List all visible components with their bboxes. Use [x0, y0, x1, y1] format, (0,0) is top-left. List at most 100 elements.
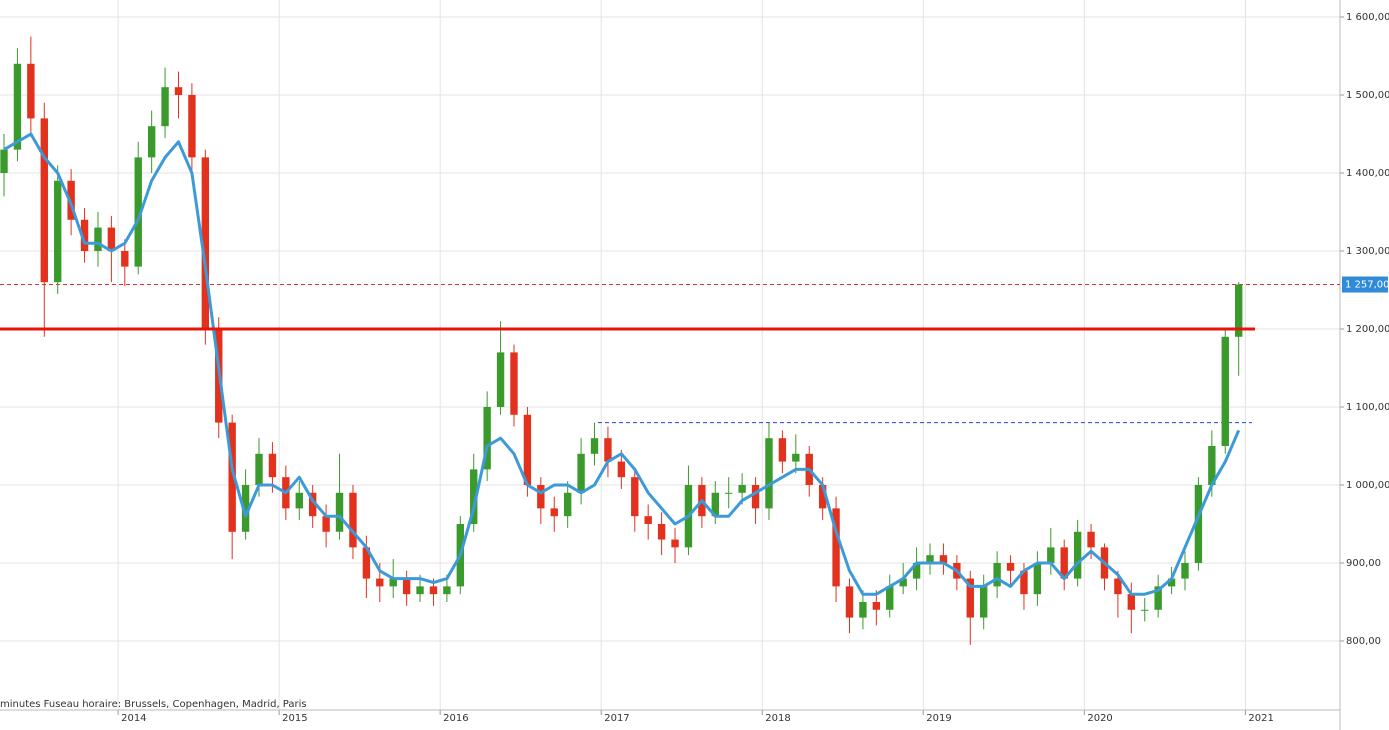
candle-body — [1060, 547, 1068, 579]
candle-body — [470, 469, 478, 524]
candle-body — [577, 453, 585, 493]
candle-body — [94, 227, 102, 251]
candle-body — [657, 523, 666, 540]
candle-body — [1073, 531, 1082, 579]
candle-body — [416, 586, 424, 595]
candle-body — [886, 586, 894, 610]
candle-body — [550, 508, 558, 517]
candle-body — [1127, 594, 1136, 610]
y-tick-label: 900,00 — [1346, 558, 1381, 569]
candle-body — [1047, 547, 1055, 563]
last-price-badge — [1342, 276, 1388, 293]
candle-body — [966, 578, 974, 618]
last-price-label: 1 257,00 — [1345, 280, 1389, 291]
y-tick-label: 1 600,00 — [1346, 12, 1389, 23]
candle-body — [1154, 586, 1162, 610]
candle-body — [738, 484, 746, 493]
candle-body — [389, 578, 397, 587]
candle-body — [590, 438, 599, 454]
candle-body — [751, 484, 760, 509]
candle-body — [201, 157, 210, 329]
y-tick-label: 1 300,00 — [1346, 246, 1389, 257]
candle-body — [631, 477, 639, 517]
candle-body — [54, 180, 62, 283]
candle-body — [228, 422, 236, 532]
candle-body — [1194, 484, 1203, 563]
candle-body — [537, 484, 545, 509]
candle-body — [255, 453, 263, 485]
candle-body — [496, 352, 505, 407]
candle-body — [308, 492, 317, 517]
candle-body — [349, 492, 357, 548]
candle-body — [792, 453, 800, 462]
x-tick-label: 2014 — [121, 713, 146, 724]
y-tick-label: 1 400,00 — [1346, 168, 1389, 179]
x-tick-label: 2016 — [443, 713, 468, 724]
candle-body — [134, 157, 142, 267]
candle-body — [107, 227, 116, 251]
candle-body — [912, 562, 921, 579]
x-tick-label: 2021 — [1248, 713, 1273, 724]
candle-body — [1087, 531, 1095, 548]
candle-body — [939, 555, 948, 563]
candle-body — [295, 492, 303, 509]
candle-body — [926, 555, 934, 563]
candle-body — [832, 508, 840, 587]
candle-body — [563, 492, 572, 517]
candle-body — [483, 406, 491, 470]
candle-body — [147, 126, 156, 158]
candle-body — [13, 63, 22, 150]
x-tick-label: 2019 — [926, 713, 951, 724]
candle-body — [322, 516, 330, 532]
candle-body — [1208, 445, 1216, 485]
candle-body — [1006, 562, 1015, 571]
x-tick-label: 2018 — [765, 713, 790, 724]
candle-body — [671, 539, 679, 548]
y-tick-label: 1 500,00 — [1346, 90, 1389, 101]
candle-body — [402, 578, 411, 595]
y-tick-label: 1 200,00 — [1346, 324, 1389, 335]
moving-average — [3, 132, 1241, 596]
candle-body — [188, 94, 196, 158]
candle-body — [993, 562, 1001, 587]
candle-body — [376, 578, 384, 587]
candle-body — [0, 149, 8, 173]
candle-body — [268, 453, 277, 478]
candle-body — [335, 492, 344, 532]
candle-body — [980, 586, 988, 618]
candle-body — [1167, 578, 1176, 587]
candle-body — [27, 63, 35, 119]
candle-body — [604, 438, 612, 462]
x-tick-label: 2017 — [604, 713, 629, 724]
candle-body — [362, 547, 371, 579]
candle-body — [161, 87, 169, 127]
candle-body — [67, 180, 75, 220]
candle-body — [818, 484, 827, 509]
candle-body — [1033, 562, 1042, 595]
candle-body — [80, 219, 89, 251]
candle-body — [174, 87, 183, 95]
candle-body — [778, 438, 787, 462]
candle-body — [1234, 284, 1243, 337]
x-tick-label: 2020 — [1087, 713, 1112, 724]
candle-body — [523, 414, 532, 485]
candle-body — [617, 461, 626, 478]
candle-body — [1020, 570, 1028, 595]
y-tick-label: 1 100,00 — [1346, 402, 1389, 413]
candle-body — [765, 438, 773, 509]
candle-body — [859, 601, 867, 618]
footer: minutes Fuseau horaire: Brussels, Copenh… — [0, 699, 307, 710]
candle-body — [899, 578, 907, 587]
candle-body — [711, 492, 719, 517]
candle-body — [510, 352, 518, 415]
y-tick-label: 1 000,00 — [1346, 480, 1389, 491]
candle-body — [443, 586, 451, 595]
candle-body — [725, 492, 733, 494]
candle-body — [1181, 562, 1189, 579]
x-tick-label: 2015 — [282, 713, 307, 724]
candle-body — [429, 586, 438, 595]
candle-body — [845, 586, 854, 618]
y-tick-label: 800,00 — [1346, 636, 1381, 647]
